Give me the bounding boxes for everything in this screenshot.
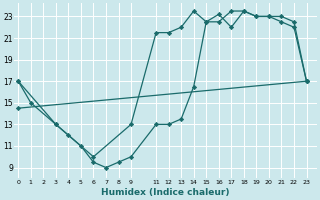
X-axis label: Humidex (Indice chaleur): Humidex (Indice chaleur)	[101, 188, 230, 197]
